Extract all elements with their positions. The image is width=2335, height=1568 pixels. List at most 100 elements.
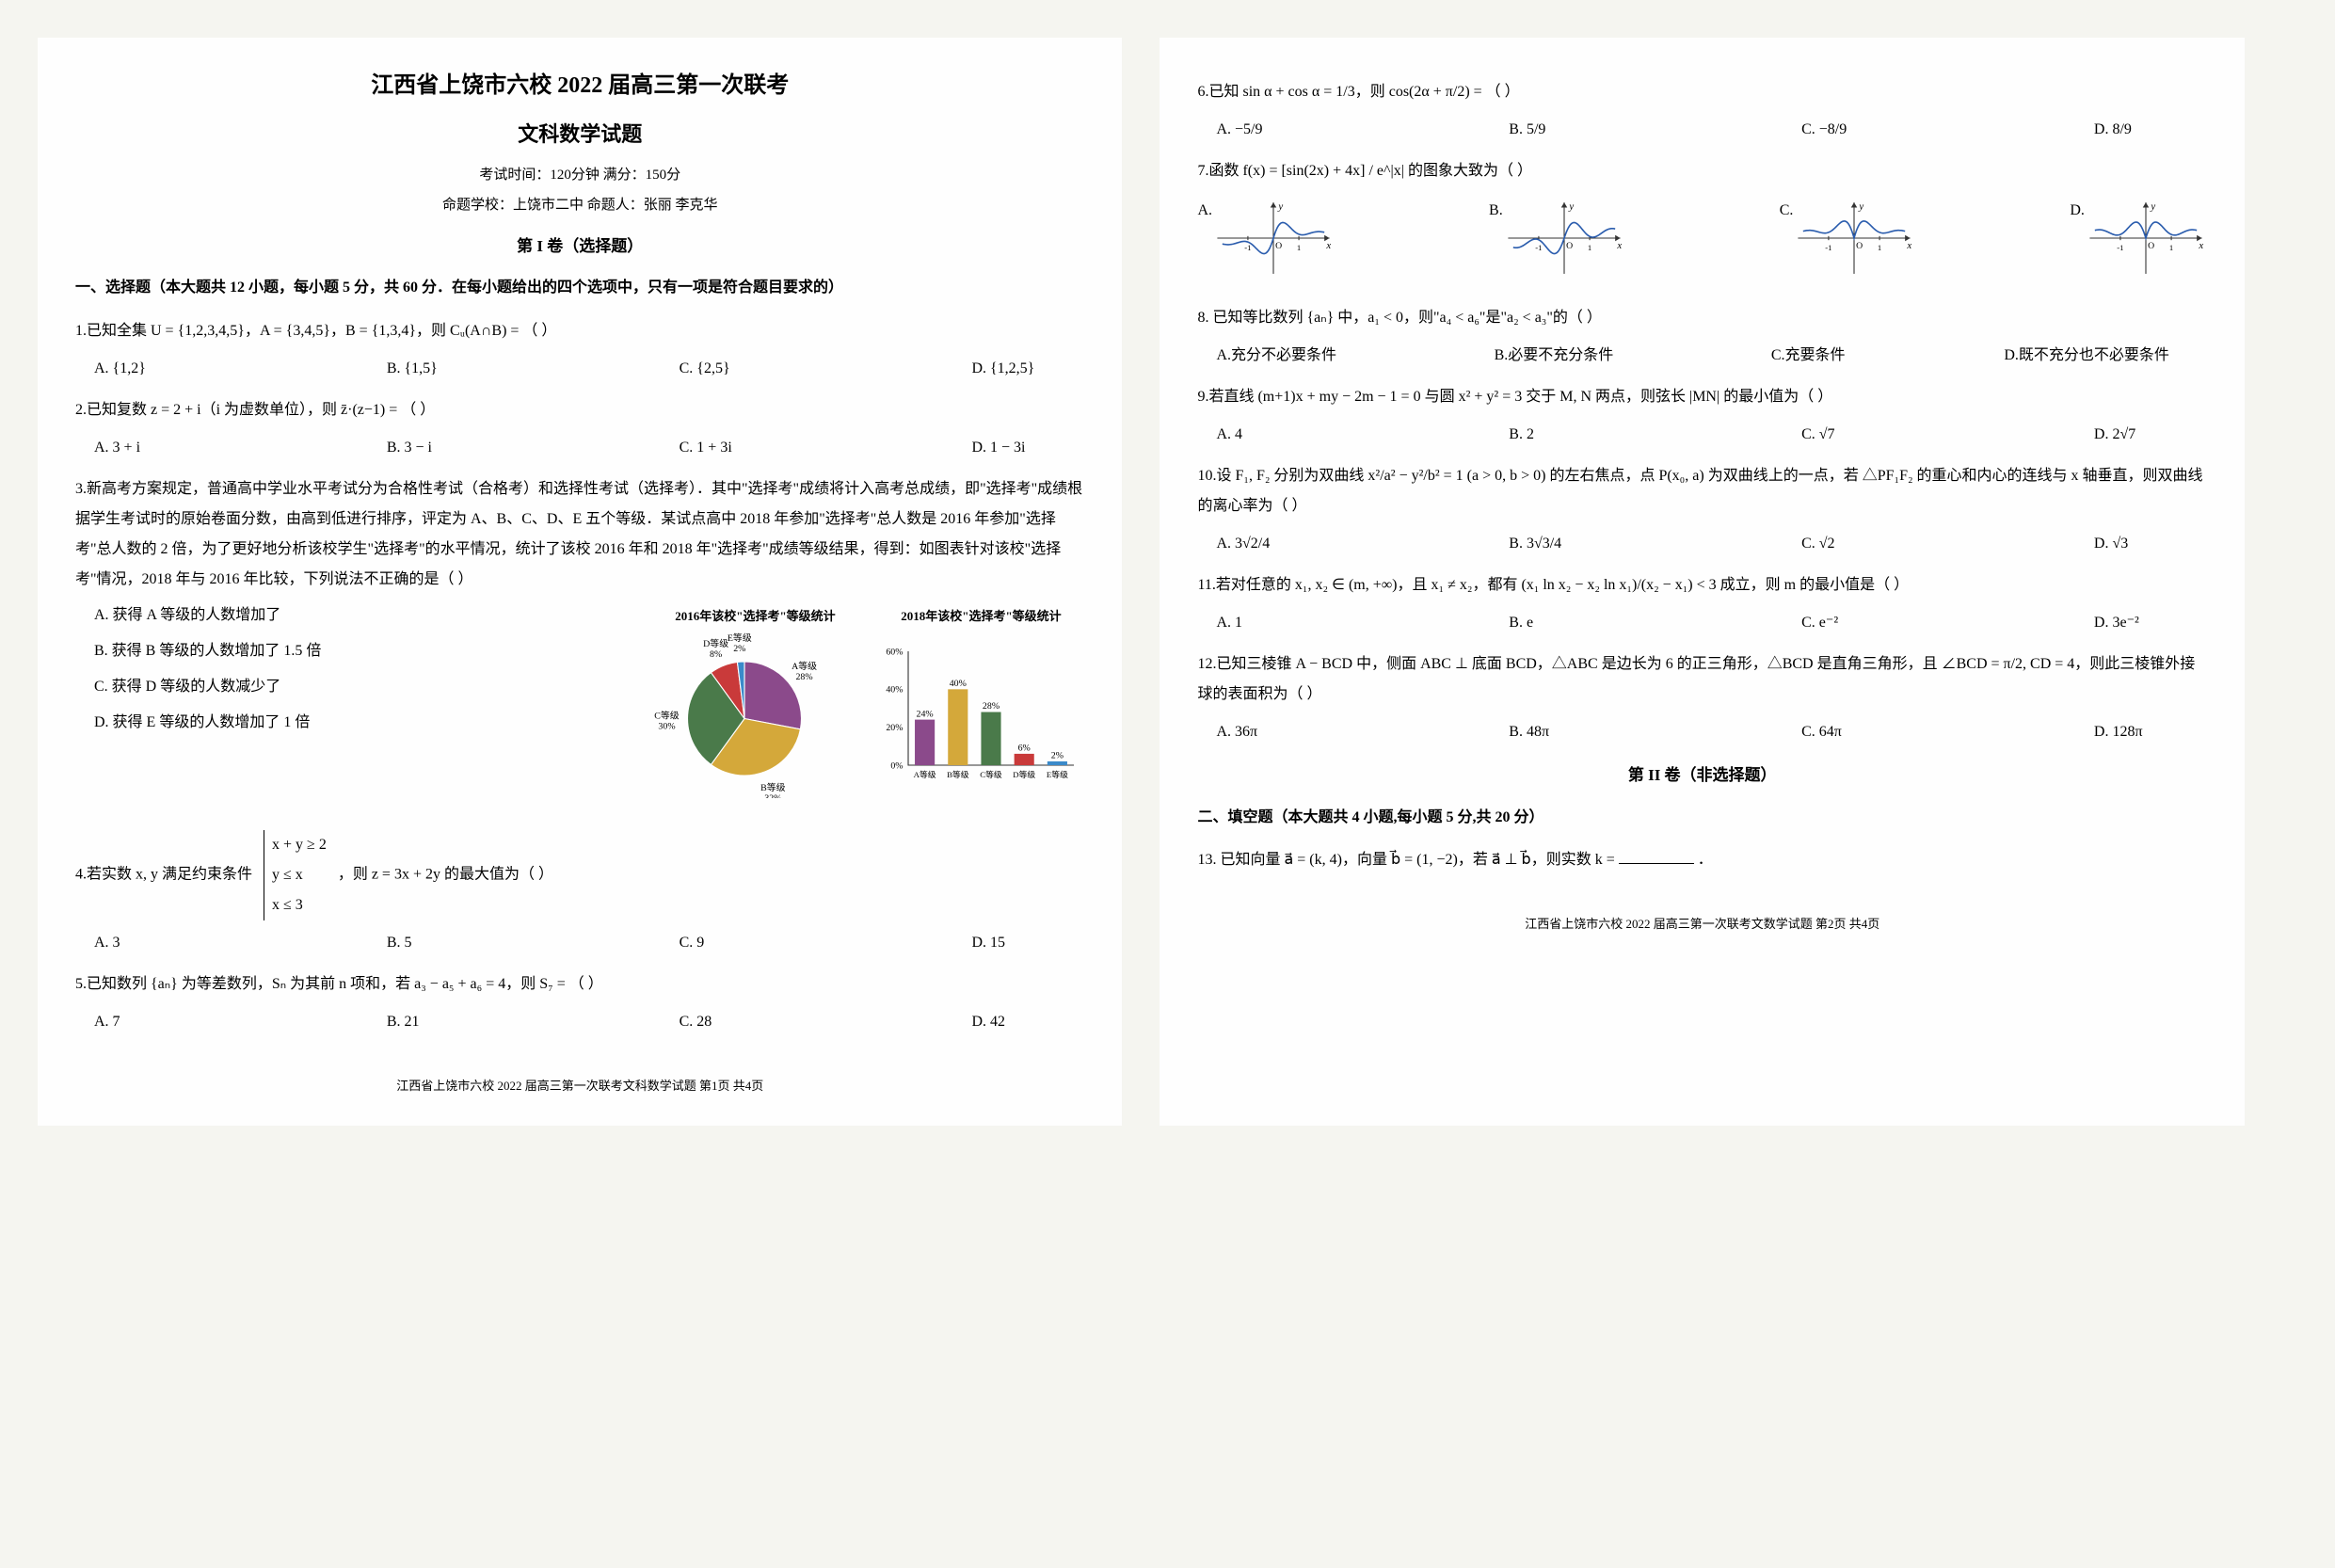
svg-text:28%: 28% (983, 701, 1000, 712)
q4-options: A. 3 B. 5 C. 9 D. 15 (94, 928, 1084, 958)
svg-text:-1: -1 (2117, 243, 2123, 252)
q10-opt-c: C. √2 (1801, 529, 1877, 559)
q3-text: 3.新高考方案规定，普通高中学业水平考试分为合格性考试（合格考）和选择性考试（选… (75, 474, 1084, 595)
svg-text:1: 1 (1297, 243, 1301, 252)
page-right: 6.已知 sin α + cos α = 1/3，则 cos(2α + π/2)… (1160, 38, 2244, 1126)
svg-text:x: x (1325, 240, 1331, 251)
q3-sub-options: A. 获得 A 等级的人数增加了 B. 获得 B 等级的人数增加了 1.5 倍 … (94, 595, 651, 744)
q6-opt-d: D. 8/9 (2094, 115, 2169, 145)
q4-opt-a: A. 3 (94, 928, 169, 958)
q6-opt-c: C. −8/9 (1801, 115, 1877, 145)
q1-opt-b: B. {1,5} (387, 354, 462, 384)
q7-text: 7.函数 f(x) = [sin(2x) + 4x] / e^|x| 的图象大致… (1197, 156, 2206, 186)
q11-opt-c: C. e⁻² (1801, 608, 1877, 638)
q4-c2: y ≤ x (272, 860, 327, 890)
q5-options: A. 7 B. 21 C. 28 D. 42 (94, 1007, 1084, 1037)
svg-text:60%: 60% (887, 647, 904, 657)
q2-opt-b: B. 3 − i (387, 433, 462, 463)
q10-opt-d: D. √3 (2094, 529, 2169, 559)
q12-opt-d: D. 128π (2094, 717, 2169, 747)
question-3: 3.新高考方案规定，普通高中学业水平考试分为合格性考试（合格考）和选择性考试（选… (75, 474, 1084, 819)
q8-opt-d: D.既不充分也不必要条件 (2004, 341, 2169, 371)
svg-text:C等级: C等级 (655, 710, 680, 722)
svg-text:1: 1 (1588, 243, 1591, 252)
svg-text:x: x (1616, 240, 1622, 251)
q7-graph-b: B.xyO-11 (1489, 196, 1625, 292)
q1-options: A. {1,2} B. {1,5} C. {2,5} D. {1,2,5} (94, 354, 1084, 384)
question-9: 9.若直线 (m+1)x + my − 2m − 1 = 0 与圆 x² + y… (1197, 382, 2206, 450)
q11-text: 11.若对任意的 x₁, x₂ ∈ (m, +∞)，且 x₁ ≠ x₂，都有 (… (1197, 570, 2206, 600)
q13-suffix: ． (1698, 852, 1713, 868)
q11-options: A. 1 B. e C. e⁻² D. 3e⁻² (1216, 608, 2206, 638)
section2-header: 第 II 卷（非选择题） (1197, 761, 2206, 791)
svg-text:O: O (1566, 241, 1573, 251)
question-5: 5.已知数列 {aₙ} 为等差数列，Sₙ 为其前 n 项和，若 a₃ − a₅ … (75, 969, 1084, 1037)
q1-opt-a: A. {1,2} (94, 354, 169, 384)
question-1: 1.已知全集 U = {1,2,3,4,5}，A = {3,4,5}，B = {… (75, 316, 1084, 384)
q9-opt-b: B. 2 (1509, 420, 1584, 450)
bar-chart: 0%20%40%60%24%A等级40%B等级28%C等级6%D等级2%E等级 (877, 629, 1084, 798)
q3-opt-c: C. 获得 D 等级的人数减少了 (94, 672, 651, 702)
q10-opt-b: B. 3√3/4 (1509, 529, 1584, 559)
svg-text:y: y (1859, 201, 1864, 213)
q5-text: 5.已知数列 {aₙ} 为等差数列，Sₙ 为其前 n 项和，若 a₃ − a₅ … (75, 969, 1084, 1000)
q4-opt-c: C. 9 (680, 928, 755, 958)
svg-text:O: O (1857, 241, 1863, 251)
svg-text:B等级: B等级 (948, 769, 970, 779)
section1-header: 第 I 卷（选择题） (75, 232, 1084, 262)
exam-subtitle: 文科数学试题 (75, 116, 1084, 153)
svg-text:-1: -1 (1826, 243, 1832, 252)
q2-options: A. 3 + i B. 3 − i C. 1 + 3i D. 1 − 3i (94, 433, 1084, 463)
footer-right: 江西省上饶市六校 2022 届高三第一次联考文数学试题 第2页 共4页 (1197, 913, 2206, 935)
svg-text:D等级: D等级 (704, 637, 729, 649)
svg-text:6%: 6% (1018, 744, 1031, 754)
page-left: 江西省上饶市六校 2022 届高三第一次联考 文科数学试题 考试时间：120分钟… (38, 38, 1122, 1126)
svg-text:E等级: E等级 (728, 632, 752, 644)
bar-chart-container: 2018年该校"选择考"等级统计 0%20%40%60%24%A等级40%B等级… (877, 604, 1084, 809)
q2-opt-c: C. 1 + 3i (680, 433, 755, 463)
q3-charts: 2016年该校"选择考"等级统计 A等级28%B等级32%C等级30%D等级8%… (651, 604, 1084, 809)
question-10: 10.设 F₁, F₂ 分别为双曲线 x²/a² − y²/b² = 1 (a … (1197, 461, 2206, 559)
q3-opt-d: D. 获得 E 等级的人数增加了 1 倍 (94, 708, 651, 738)
q11-opt-d: D. 3e⁻² (2094, 608, 2169, 638)
svg-text:O: O (2148, 241, 2154, 251)
q3-opt-b: B. 获得 B 等级的人数增加了 1.5 倍 (94, 636, 651, 666)
footer-left: 江西省上饶市六校 2022 届高三第一次联考文科数学试题 第1页 共4页 (75, 1075, 1084, 1096)
svg-text:1: 1 (2169, 243, 2173, 252)
svg-text:-1: -1 (1244, 243, 1251, 252)
q7-graph-a: A.xyO-11 (1197, 196, 1335, 292)
q2-text: 2.已知复数 z = 2 + i（i 为虚数单位），则 z̄·(z−1) = （… (75, 395, 1084, 425)
q1-opt-c: C. {2,5} (680, 354, 755, 384)
q3-opt-a: A. 获得 A 等级的人数增加了 (94, 600, 651, 631)
question-7: 7.函数 f(x) = [sin(2x) + 4x] / e^|x| 的图象大致… (1197, 156, 2206, 292)
q8-options: A.充分不必要条件 B.必要不充分条件 C.充要条件 D.既不充分也不必要条件 (1216, 341, 2206, 371)
q12-opt-a: A. 36π (1216, 717, 1291, 747)
pie-chart-container: 2016年该校"选择考"等级统计 A等级28%B等级32%C等级30%D等级8%… (651, 604, 858, 809)
q13-blank (1619, 863, 1694, 864)
bar-chart-title: 2018年该校"选择考"等级统计 (877, 604, 1084, 629)
question-13: 13. 已知向量 a⃗ = (k, 4)，向量 b⃗ = (1, −2)，若 a… (1197, 845, 2206, 875)
q6-options: A. −5/9 B. 5/9 C. −8/9 D. 8/9 (1216, 115, 2206, 145)
svg-text:8%: 8% (711, 649, 723, 660)
svg-text:-1: -1 (1535, 243, 1542, 252)
q12-text: 12.已知三棱锥 A − BCD 中，侧面 ABC ⊥ 底面 BCD，△ABC … (1197, 649, 2206, 710)
q5-opt-c: C. 28 (680, 1007, 755, 1037)
q11-opt-a: A. 1 (1216, 608, 1291, 638)
svg-text:1: 1 (1878, 243, 1881, 252)
q4-text2: ，则 z = 3x + 2y 的最大值为（ ） (338, 867, 553, 883)
q7-graph-c: C.xyO-11 (1780, 196, 1916, 292)
svg-text:30%: 30% (659, 722, 676, 732)
q5-opt-b: B. 21 (387, 1007, 462, 1037)
q8-opt-c: C.充要条件 (1771, 341, 1847, 371)
q13-text: 13. 已知向量 a⃗ = (k, 4)，向量 b⃗ = (1, −2)，若 a… (1197, 852, 1618, 868)
svg-text:A等级: A等级 (914, 769, 936, 779)
svg-text:2%: 2% (1051, 751, 1064, 761)
svg-text:C等级: C等级 (981, 769, 1003, 779)
svg-text:32%: 32% (765, 793, 782, 798)
q4-c1: x + y ≥ 2 (272, 830, 327, 860)
q7-graph-d: D.xyO-11 (2070, 196, 2207, 292)
q5-opt-a: A. 7 (94, 1007, 169, 1037)
q6-opt-b: B. 5/9 (1509, 115, 1584, 145)
section2-instruction: 二、填空题（本大题共 4 小题,每小题 5 分,共 20 分） (1197, 805, 2206, 832)
question-8: 8. 已知等比数列 {aₙ} 中，a₁ < 0，则"a₄ < a₆"是"a₂ <… (1197, 303, 2206, 371)
